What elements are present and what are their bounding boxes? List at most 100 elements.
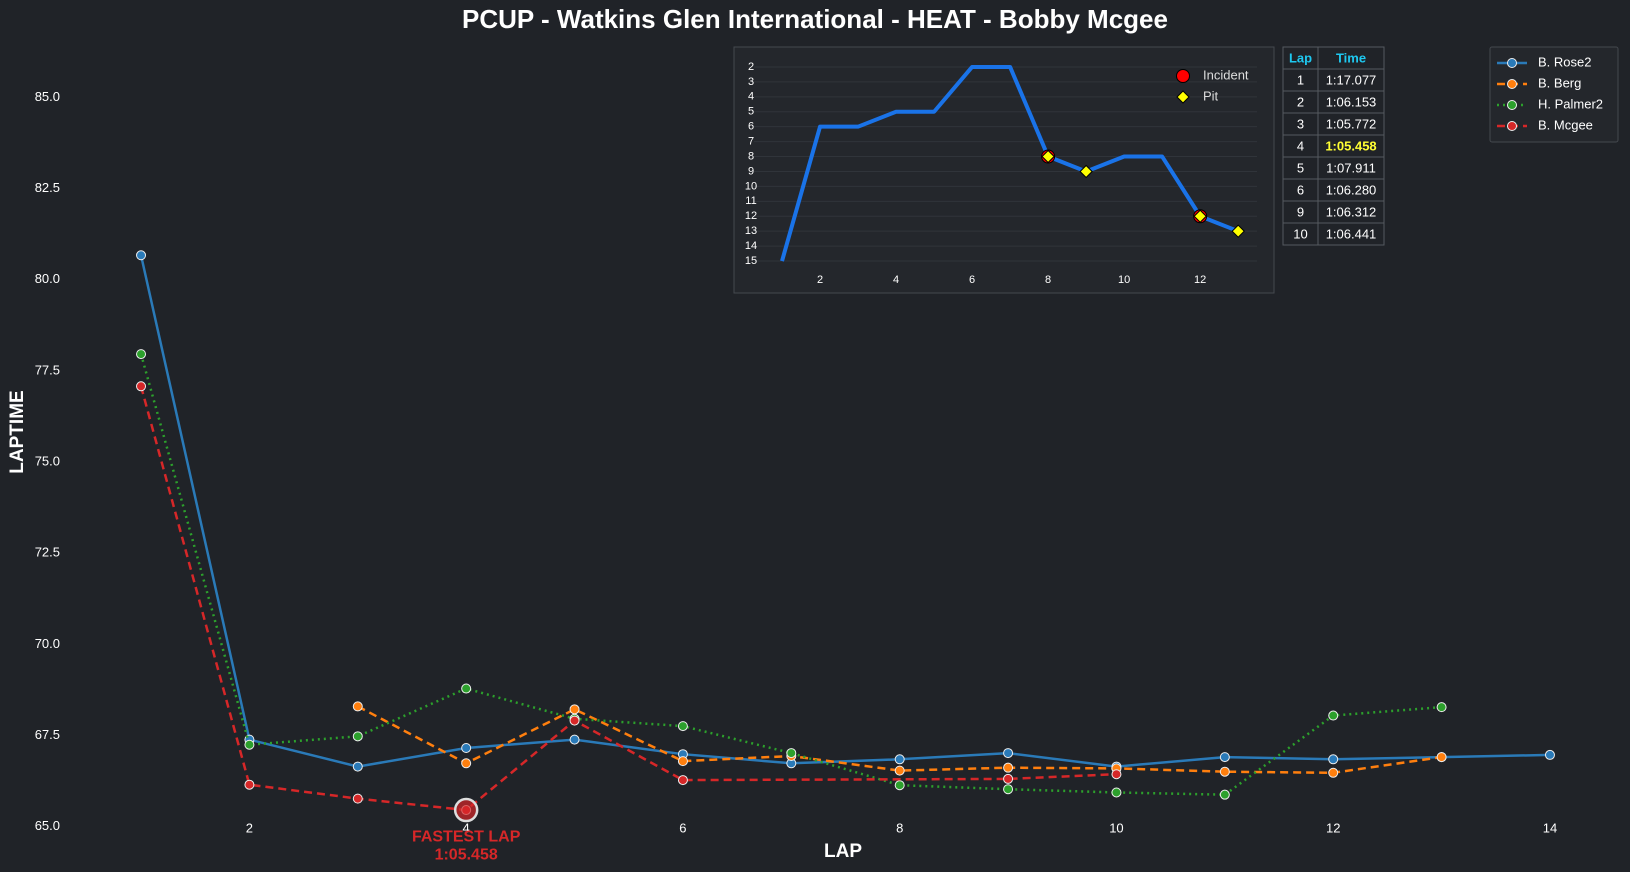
x-tick-label: 6 xyxy=(679,820,686,835)
table-cell-text: 1:05.772 xyxy=(1326,116,1377,131)
legend-frame xyxy=(1489,46,1619,143)
inset-y-tick-label: 8 xyxy=(748,150,754,162)
inset-y-tick-label: 15 xyxy=(745,255,757,267)
fastest-lap-highlight xyxy=(453,797,479,823)
inset-y-tick-label: 9 xyxy=(748,165,754,177)
inset-y-tick-label: 5 xyxy=(748,106,754,118)
y-tick-label: 85.0 xyxy=(35,89,60,104)
x-tick-label: 4 xyxy=(463,820,470,835)
inset-y-tick-label: 10 xyxy=(745,180,757,192)
x-tick-label: 2 xyxy=(246,820,253,835)
inset-y-tick-label: 14 xyxy=(745,240,757,252)
inset-x-tick-label: 2 xyxy=(817,274,823,286)
x-tick-label: 10 xyxy=(1109,820,1123,835)
y-axis-label: LAPTIME xyxy=(7,390,28,473)
table-cell-text: 4 xyxy=(1297,138,1304,153)
table-cell-text: 6 xyxy=(1297,182,1304,197)
table-cell-text: 9 xyxy=(1297,204,1304,219)
inset-legend-label: Incident xyxy=(1203,67,1249,82)
inset-x-tick-label: 10 xyxy=(1118,274,1130,286)
y-tick-label: 82.5 xyxy=(35,180,60,195)
inset-legend-marker xyxy=(1176,90,1190,104)
series-point xyxy=(136,250,147,261)
inset-diamond-marker xyxy=(1079,164,1093,179)
x-tick-label: 12 xyxy=(1326,820,1340,835)
table-cell-text: 10 xyxy=(1293,226,1307,241)
inset-y-tick-label: 3 xyxy=(748,76,754,88)
chart-title: PCUP - Watkins Glen International - HEAT… xyxy=(462,4,1168,34)
inset-y-tick-label: 11 xyxy=(745,195,756,207)
table-cell-text: 1:06.441 xyxy=(1326,226,1377,241)
legend-label: H. Palmer2 xyxy=(1538,96,1603,111)
series-point xyxy=(136,349,147,360)
table-cell-text: 3 xyxy=(1297,116,1304,131)
y-tick-label: 67.5 xyxy=(35,727,60,742)
annotation-text: 1:05.458 xyxy=(435,846,498,863)
series-point xyxy=(1219,752,1230,763)
series-point xyxy=(1003,748,1014,759)
series-point xyxy=(352,731,363,742)
series-point xyxy=(244,739,255,750)
legend-label: B. Berg xyxy=(1538,75,1581,90)
y-tick-label: 65.0 xyxy=(35,818,60,833)
legend-marker xyxy=(1507,79,1517,89)
inset-legend-label: Pit xyxy=(1203,88,1219,103)
series-point xyxy=(1436,702,1447,713)
table-cell-text: 1:06.153 xyxy=(1326,94,1377,109)
series-point xyxy=(1219,789,1230,800)
legend-marker xyxy=(1507,100,1517,110)
series-point xyxy=(677,756,688,767)
y-tick-label: 72.5 xyxy=(35,545,60,560)
table-cell-text: 1:06.280 xyxy=(1326,182,1377,197)
inset-x-tick-label: 6 xyxy=(969,274,975,286)
series-point xyxy=(894,780,905,791)
y-tick-label: 70.0 xyxy=(35,636,60,651)
series-point xyxy=(136,381,147,392)
series-point xyxy=(1544,749,1555,760)
y-tick-label: 80.0 xyxy=(35,271,60,286)
annotation-text: FASTEST LAP xyxy=(412,828,521,845)
inset-y-tick-label: 12 xyxy=(745,210,757,222)
series-point xyxy=(244,779,255,790)
table-cell-text: 2 xyxy=(1297,94,1304,109)
series-point xyxy=(1111,769,1122,780)
series-point xyxy=(1328,710,1339,721)
inset-y-tick-label: 6 xyxy=(748,121,754,133)
series-point xyxy=(1003,762,1014,773)
legend-marker xyxy=(1507,121,1517,131)
series-point xyxy=(461,758,472,769)
position-line xyxy=(780,64,1239,262)
series-line xyxy=(357,705,1442,775)
table-cell-text: 1:06.312 xyxy=(1326,204,1377,219)
series-line xyxy=(139,254,1550,768)
series-point xyxy=(569,704,580,715)
table-cell-text: 1:17.077 xyxy=(1326,72,1377,87)
series-point xyxy=(569,715,580,726)
inset-x-tick-label: 12 xyxy=(1194,274,1206,286)
table-header: Lap xyxy=(1289,50,1312,65)
inset-frame xyxy=(733,46,1275,294)
y-tick-label: 77.5 xyxy=(35,362,60,377)
table-cell xyxy=(1317,222,1385,246)
legend-marker xyxy=(1507,58,1517,68)
series-point xyxy=(677,721,688,732)
inset-legend-marker xyxy=(1176,69,1190,83)
inset-diamond-marker xyxy=(1041,149,1055,164)
inset-x-tick-label: 4 xyxy=(893,274,899,286)
table-cell-text: 1:05.458 xyxy=(1325,138,1376,153)
inset-x-tick-label: 8 xyxy=(1045,274,1051,286)
table-header: Time xyxy=(1336,50,1366,65)
legend-label: B. Rose2 xyxy=(1538,54,1591,69)
series-point xyxy=(352,793,363,804)
series-point xyxy=(1219,766,1230,777)
x-tick-label: 14 xyxy=(1543,820,1557,835)
x-axis-label: LAP xyxy=(824,841,862,862)
series-point xyxy=(677,775,688,786)
series-point xyxy=(461,742,472,753)
series-point xyxy=(352,761,363,772)
series-point xyxy=(1436,752,1447,763)
legend-label: B. Mcgee xyxy=(1538,117,1593,132)
table-cell-text: 1 xyxy=(1297,72,1304,87)
